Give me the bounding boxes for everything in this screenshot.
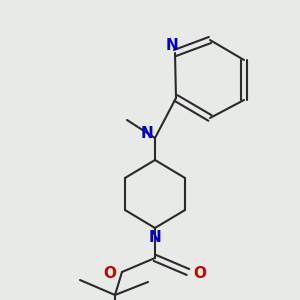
Text: N: N [166,38,178,52]
Text: O: O [194,266,206,281]
Text: N: N [141,127,153,142]
Text: O: O [103,266,116,281]
Text: N: N [148,230,161,245]
